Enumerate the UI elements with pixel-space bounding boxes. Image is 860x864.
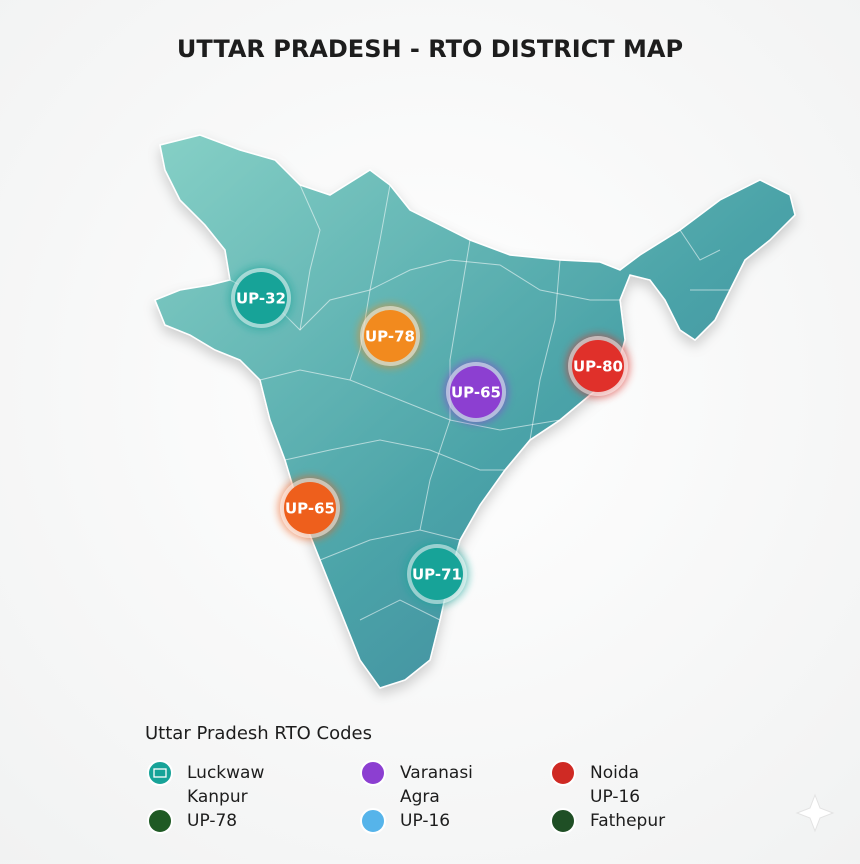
marker-disc: [364, 310, 416, 362]
marker-disc: [572, 340, 624, 392]
marker-disc: [284, 482, 336, 534]
map-marker[interactable]: UP-80: [566, 334, 630, 398]
legend-label: Fathepur: [590, 811, 665, 831]
legend-label: UP-16: [590, 787, 640, 807]
map-marker[interactable]: UP-32: [229, 266, 293, 330]
legend-swatch: [550, 760, 576, 786]
legend-swatch: [147, 760, 173, 786]
legend-label: Varanasi: [400, 763, 473, 783]
markers: UP-32 UP-78 UP-65 UP-80 UP-65 UP-71: [229, 266, 630, 606]
marker-label: UP-32: [236, 290, 286, 308]
marker-disc: [450, 366, 502, 418]
legend-label: Agra: [400, 787, 440, 807]
marker-disc: [411, 548, 463, 600]
legend-label: UP-78: [187, 811, 237, 831]
legend-title: Uttar Pradesh RTO Codes: [145, 723, 372, 744]
map-marker[interactable]: UP-65: [278, 476, 342, 540]
legend-swatch: [550, 808, 576, 834]
marker-label: UP-65: [285, 500, 335, 518]
sparkle-icon: [795, 793, 835, 833]
legend-swatch: [360, 808, 386, 834]
legend-label: Noida: [590, 763, 639, 783]
marker-disc: [235, 272, 287, 324]
map-marker[interactable]: UP-71: [405, 542, 469, 606]
legend-swatch: [360, 760, 386, 786]
legend-swatch: [147, 808, 173, 834]
map-marker[interactable]: UP-78: [358, 304, 422, 368]
marker-label: UP-65: [451, 384, 501, 402]
marker-label: UP-71: [412, 566, 462, 584]
legend: Luckwaw Kanpur UP-78 Varanasi Agra UP-16 Noida…: [147, 760, 665, 834]
legend-mail-icon: [153, 768, 167, 778]
legend-label: UP-16: [400, 811, 450, 831]
marker-label: UP-80: [573, 358, 623, 376]
marker-label: UP-78: [365, 328, 415, 346]
legend-label: Kanpur: [187, 787, 248, 807]
map-marker[interactable]: UP-65: [444, 360, 508, 424]
legend-label: Luckwaw: [187, 763, 264, 783]
title: UTTAR PRADESH - RTO DISTRICT MAP: [177, 35, 683, 63]
